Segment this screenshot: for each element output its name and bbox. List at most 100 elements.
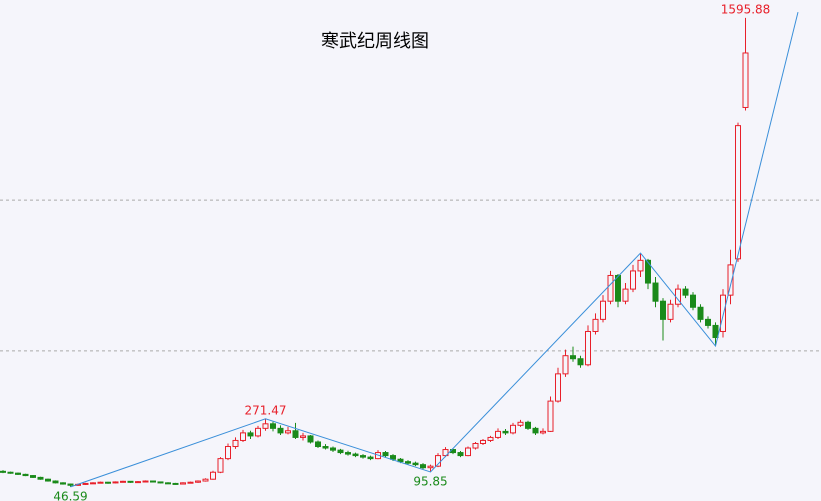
candle-body <box>555 373 561 402</box>
candle-body <box>135 481 141 484</box>
candle-body <box>217 458 224 473</box>
candle-body <box>525 421 531 429</box>
candle-body <box>232 439 239 448</box>
low-label: 46.59 <box>53 489 87 501</box>
candle-body <box>270 423 276 429</box>
candle-body <box>240 432 246 441</box>
candle-body <box>720 294 726 332</box>
candle-body <box>420 464 426 469</box>
candle-body <box>360 455 366 458</box>
candle-body <box>412 462 419 466</box>
candle-body <box>540 430 546 434</box>
candle-body <box>600 300 606 320</box>
candle-body <box>37 476 44 480</box>
candle-body <box>585 330 591 366</box>
candle-body <box>315 441 321 448</box>
high-label: 1595.88 <box>721 2 771 16</box>
candle-body <box>247 432 254 437</box>
candle-body <box>652 282 659 302</box>
candle-body <box>742 52 749 108</box>
candle-body <box>495 430 501 438</box>
candle-body <box>150 480 156 483</box>
candle-body <box>292 430 299 438</box>
candle-body <box>337 449 344 454</box>
candle-body <box>727 264 734 296</box>
candle-body <box>142 480 149 483</box>
candle-body <box>52 480 59 484</box>
candle-body <box>690 294 696 308</box>
candle-body <box>480 439 486 444</box>
candle-body <box>255 427 261 437</box>
candle-body <box>195 480 201 483</box>
candle-body <box>712 324 719 339</box>
candle-body <box>97 481 104 484</box>
candle-body <box>127 480 134 483</box>
candle-body <box>262 423 269 429</box>
candle-body <box>120 480 126 483</box>
candle-body <box>30 475 36 478</box>
candle-body <box>562 355 569 375</box>
candle-body <box>465 447 471 457</box>
candle-body <box>705 318 711 326</box>
candle-body <box>180 482 186 485</box>
candle-body <box>532 427 539 434</box>
candle-body <box>367 456 374 460</box>
candle-body <box>300 435 306 438</box>
candle-body <box>165 482 171 485</box>
candle-body <box>352 453 359 457</box>
candle-body <box>405 461 411 464</box>
candle-body <box>322 446 329 449</box>
candle-body <box>382 452 389 457</box>
candle-body <box>637 259 644 272</box>
candle-body <box>442 449 449 457</box>
candle-body <box>112 481 119 484</box>
candle-body <box>427 465 434 469</box>
candle-body <box>622 288 629 302</box>
candle-body <box>45 478 51 482</box>
candle-body <box>105 481 111 484</box>
candle-body <box>397 458 404 463</box>
candle-body <box>82 482 89 485</box>
candle-body <box>487 436 494 441</box>
candle-body <box>285 430 291 434</box>
candle-body <box>735 125 741 260</box>
candle-body <box>187 481 194 484</box>
candle-body <box>172 482 179 485</box>
candle-body <box>472 442 479 449</box>
candle-body <box>345 452 351 455</box>
candle-body <box>667 303 674 320</box>
candle-body <box>517 421 524 426</box>
candle-body <box>645 259 651 284</box>
candle-body <box>202 478 209 482</box>
candle-body <box>510 424 516 434</box>
candle-body <box>67 483 74 486</box>
candle-body <box>390 455 396 460</box>
candle-body <box>630 270 636 290</box>
candle-body <box>15 472 21 475</box>
candle-body <box>682 288 689 296</box>
candle-body <box>577 358 584 366</box>
high-label: 271.47 <box>245 403 287 417</box>
candle-body <box>607 274 614 302</box>
candle-body <box>330 447 336 451</box>
low-label: 95.85 <box>413 474 447 488</box>
candle-body <box>697 306 704 320</box>
candle-body <box>157 481 164 484</box>
candle-body <box>0 470 6 473</box>
candle-body <box>307 435 314 443</box>
candle-body <box>7 471 14 474</box>
candle-body <box>90 482 96 485</box>
candle-body <box>225 446 231 460</box>
candle-body <box>22 473 29 477</box>
candle-body <box>592 318 599 332</box>
chart-title: 寒武纪周线图 <box>321 31 429 52</box>
candle-body <box>502 430 509 434</box>
candle-body <box>60 482 66 485</box>
candle-body <box>660 300 666 320</box>
candle-body <box>547 400 554 432</box>
candle-body <box>570 355 576 360</box>
candle-body <box>457 452 464 457</box>
candle-body <box>615 274 621 302</box>
